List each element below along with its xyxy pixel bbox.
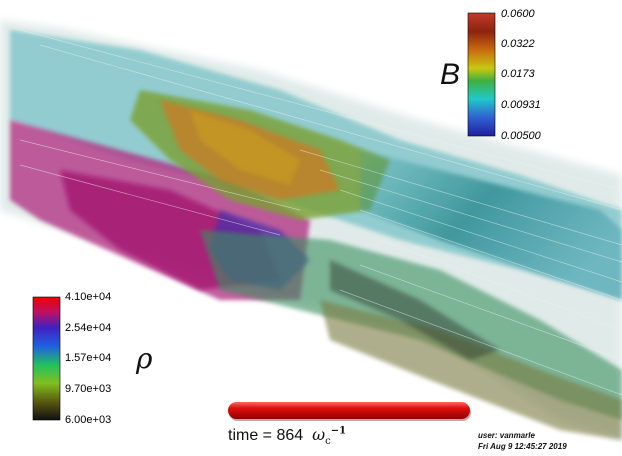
time-value: 864	[276, 427, 304, 444]
time-unit-base: ω	[312, 425, 326, 444]
colorbar-b-label-4: 0.00931	[501, 99, 541, 111]
colorbar-rho-label-3: 1.57e+04	[65, 352, 112, 364]
time-progress-bar	[228, 402, 471, 421]
streamlines	[19, 29, 622, 396]
colorbar-rho-gradient	[32, 296, 61, 421]
user-annotation: user: vanmarle	[478, 431, 535, 440]
colorbar-b-gradient	[467, 12, 496, 137]
colorbar-rho-label-4: 9.70e+03	[65, 383, 112, 395]
colorbar-rho-label-1: 4.10e+04	[65, 291, 112, 303]
jet-volume	[0, 20, 622, 440]
colorbar-rho-symbol: ρ	[136, 342, 153, 375]
colorbar-b-label-5: 0.00500	[501, 130, 541, 142]
colorbar-b-label-1: 0.0600	[501, 8, 535, 20]
time-prefix: time =	[228, 427, 273, 444]
time-label: time = 864 ωc−1	[228, 425, 346, 447]
colorbar-b-symbol: B	[440, 58, 461, 91]
time-unit-sup: −1	[330, 425, 347, 437]
time-unit-sub: c	[325, 436, 331, 448]
colorbar-b-label-2: 0.0322	[501, 38, 535, 50]
date-annotation: Fri Aug 9 12:45:27 2019	[478, 442, 567, 451]
colorbar-b-label-3: 0.0173	[501, 68, 535, 80]
colorbar-rho-label-2: 2.54e+04	[65, 322, 112, 334]
time-unit: ωc−1	[312, 425, 347, 448]
colorbar-rho-label-5: 6.00e+03	[65, 414, 112, 426]
